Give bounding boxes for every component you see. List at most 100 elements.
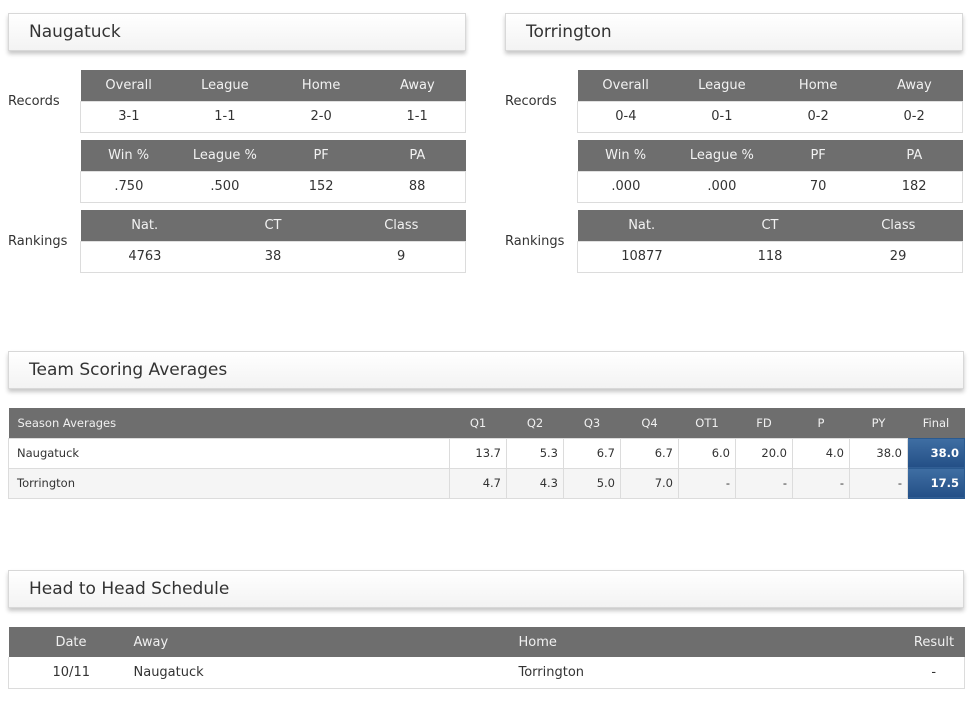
table-row: 10/11 Naugatuck Torrington - [8,657,965,689]
q4-value: 7.0 [620,467,679,499]
q1-value: 4.7 [449,467,507,499]
final-value: 38.0 [907,437,965,469]
p-value: - [792,467,850,499]
ct-rank-link[interactable]: 118 [705,240,835,273]
col-q1: Q1 [449,408,507,438]
col-date: Date [8,627,134,657]
col-win-pct: Win % [577,140,674,171]
class-rank-link[interactable]: 9 [337,240,467,273]
home-record: 0-2 [770,100,867,133]
table-row: Torrington 4.7 4.3 5.0 7.0 - - - - 17.5 [8,467,965,499]
records-table-naugatuck: Overall League Home Away 3-1 1-1 2-0 1-1 [79,70,467,133]
q2-value: 4.3 [506,467,564,499]
col-class: Class [834,210,963,241]
col-pf: PF [273,140,370,171]
points-against: 182 [866,170,964,203]
scoring-averages-table: Season Averages Q1 Q2 Q3 Q4 OT1 FD P PY … [8,408,965,499]
ct-rank-link[interactable]: 38 [208,240,338,273]
table-row: Naugatuck 13.7 5.3 6.7 6.7 6.0 20.0 4.0 … [8,437,965,469]
col-league-pct: League % [176,140,273,171]
col-pa: PA [866,140,963,171]
ot1-value: - [678,467,736,499]
team-link-torrington[interactable]: Torrington [8,467,450,499]
col-class: Class [337,210,466,241]
col-away: Away [369,70,466,101]
q1-value: 13.7 [449,437,507,469]
col-ot1: OT1 [678,408,736,438]
home-record: 2-0 [273,100,370,133]
pct-table-torrington: Win % League % PF PA .000 .000 70 182 [576,140,964,203]
col-q2: Q2 [506,408,564,438]
col-home: Home [770,70,867,101]
p-value: 4.0 [792,437,850,469]
rank-table-torrington: Nat. CT Class 10877 118 29 [576,210,964,273]
records-label: Records [8,94,60,109]
league-record: 0-1 [673,100,770,133]
col-result: Result [903,627,965,657]
py-value: - [849,467,908,499]
col-season-averages: Season Averages [8,408,450,438]
records-label: Records [505,94,557,109]
q3-value: 5.0 [563,467,621,499]
col-p: P [792,408,850,438]
col-away: Away [133,627,519,657]
col-home: Home [273,70,370,101]
nat-rank-link[interactable]: 4763 [79,240,209,273]
final-value: 17.5 [907,467,965,499]
pct-table-naugatuck: Win % League % PF PA .750 .500 152 88 [79,140,467,203]
team-link-naugatuck[interactable]: Naugatuck [8,437,450,469]
game-date: 10/11 [8,657,134,689]
overall-record: 0-4 [576,100,674,133]
schedule-header: Head to Head Schedule [8,570,964,608]
col-fd: FD [735,408,793,438]
col-pf: PF [770,140,867,171]
col-nat: Nat. [80,210,209,241]
points-against: 88 [369,170,467,203]
col-overall: Overall [577,70,674,101]
col-league-pct: League % [673,140,770,171]
away-record: 0-2 [866,100,964,133]
col-pa: PA [369,140,466,171]
col-ct: CT [705,210,835,241]
col-final: Final [907,408,965,438]
records-table-torrington: Overall League Home Away 0-4 0-1 0-2 0-2 [576,70,964,133]
home-team-link[interactable]: Torrington [518,657,904,689]
win-pct: .750 [79,170,177,203]
col-py: PY [849,408,908,438]
col-q4: Q4 [620,408,679,438]
q2-value: 5.3 [506,437,564,469]
points-for: 152 [273,170,370,203]
q4-value: 6.7 [620,437,679,469]
q3-value: 6.7 [563,437,621,469]
rankings-label: Rankings [505,234,565,249]
ot1-value: 6.0 [678,437,736,469]
py-value: 38.0 [849,437,908,469]
col-overall: Overall [80,70,177,101]
schedule-table: Date Away Home Result 10/11 Naugatuck To… [8,627,965,689]
col-win-pct: Win % [80,140,177,171]
away-team-link[interactable]: Naugatuck [133,657,519,689]
class-rank-link[interactable]: 29 [834,240,964,273]
points-for: 70 [770,170,867,203]
col-nat: Nat. [577,210,706,241]
league-pct: .000 [673,170,770,203]
col-league: League [176,70,273,101]
league-record: 1-1 [176,100,273,133]
col-home: Home [518,627,904,657]
col-ct: CT [208,210,338,241]
team-header-naugatuck: Naugatuck [8,13,466,51]
result-link[interactable]: - [903,657,965,689]
win-pct: .000 [576,170,674,203]
nat-rank-link[interactable]: 10877 [576,240,706,273]
rankings-label: Rankings [8,234,68,249]
col-q3: Q3 [563,408,621,438]
col-away: Away [866,70,963,101]
col-league: League [673,70,770,101]
fd-value: - [735,467,793,499]
league-pct: .500 [176,170,273,203]
scoring-averages-header: Team Scoring Averages [8,351,964,389]
team-header-torrington: Torrington [505,13,963,51]
fd-value: 20.0 [735,437,793,469]
rank-table-naugatuck: Nat. CT Class 4763 38 9 [79,210,467,273]
away-record: 1-1 [369,100,467,133]
